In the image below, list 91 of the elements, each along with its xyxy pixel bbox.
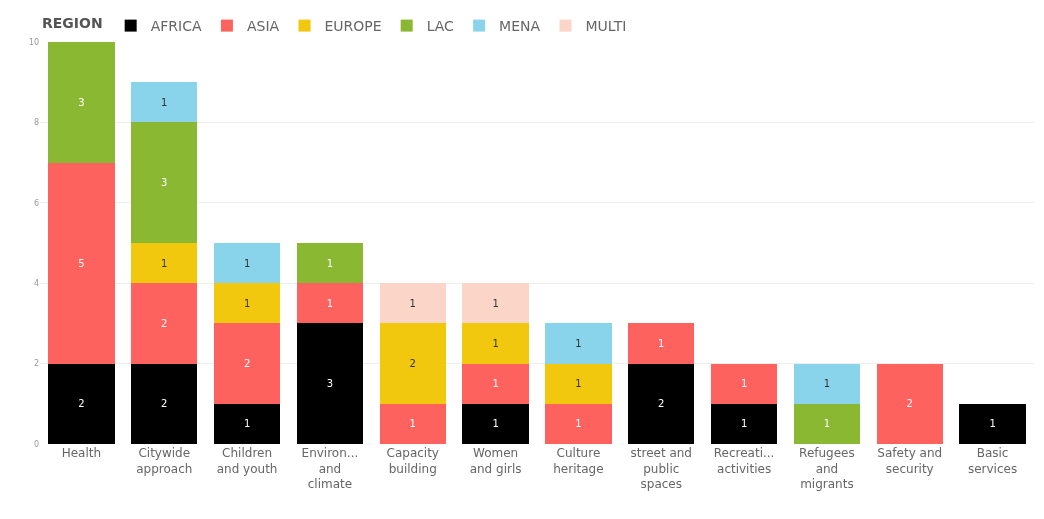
data-label: 2 bbox=[243, 358, 251, 370]
bar bbox=[213, 323, 281, 404]
data-label: 1 bbox=[243, 257, 251, 269]
bar bbox=[131, 82, 198, 123]
legend-label: LAC bbox=[426, 18, 455, 35]
bar bbox=[48, 42, 115, 163]
data-label: 1 bbox=[243, 418, 251, 430]
y-tick-label: 0 bbox=[33, 439, 39, 449]
legend-label: AFRICA bbox=[150, 18, 202, 35]
legend-title: REGION bbox=[42, 15, 103, 32]
data-label: 1 bbox=[409, 418, 416, 430]
x-tick-label: Health bbox=[61, 446, 102, 460]
y-tick-label: 8 bbox=[33, 118, 39, 128]
bar bbox=[296, 243, 364, 284]
data-label: 1 bbox=[740, 418, 748, 430]
legend-label: MULTI bbox=[585, 18, 627, 35]
x-tick-label: Women and girls bbox=[469, 446, 522, 476]
bar bbox=[379, 403, 446, 444]
bar bbox=[296, 323, 364, 444]
data-label: 1 bbox=[823, 418, 831, 430]
x-tick-label: Citywide approach bbox=[136, 446, 193, 476]
bar bbox=[793, 403, 861, 444]
y-tick-label: 4 bbox=[33, 279, 39, 288]
x-tick-label: Safety and security bbox=[877, 446, 943, 476]
x-tick-label: Capacity building bbox=[386, 446, 439, 476]
bar bbox=[710, 363, 778, 404]
bar bbox=[131, 243, 198, 284]
data-label: 2 bbox=[409, 358, 416, 370]
data-label: 3 bbox=[161, 177, 168, 189]
bar bbox=[213, 403, 281, 444]
bar bbox=[462, 283, 529, 324]
data-label: 2 bbox=[658, 398, 665, 410]
bar bbox=[876, 363, 943, 444]
bar bbox=[48, 162, 115, 364]
data-label: 3 bbox=[78, 96, 85, 108]
data-label: 1 bbox=[492, 338, 499, 349]
legend-label: MENA bbox=[499, 18, 541, 35]
data-label: 1 bbox=[243, 297, 251, 309]
bar bbox=[462, 403, 529, 444]
bar bbox=[213, 243, 281, 284]
data-label: 1 bbox=[326, 257, 334, 269]
bar bbox=[545, 323, 612, 364]
y-tick-label: 6 bbox=[33, 198, 39, 208]
data-label: 1 bbox=[658, 338, 665, 349]
data-label: 1 bbox=[575, 418, 582, 430]
bar bbox=[793, 363, 861, 404]
data-label: 1 bbox=[740, 378, 748, 390]
data-label: 1 bbox=[409, 297, 416, 309]
bar bbox=[131, 283, 198, 364]
x-tick-label: Culture heritage bbox=[553, 446, 604, 476]
data-label: 1 bbox=[161, 257, 168, 269]
bar bbox=[379, 323, 446, 404]
data-label: 3 bbox=[326, 378, 334, 390]
bar bbox=[379, 283, 446, 324]
bar bbox=[710, 403, 778, 444]
bar bbox=[545, 403, 612, 444]
x-tick-label: street and public spaces bbox=[630, 446, 692, 492]
data-label: 2 bbox=[906, 398, 913, 410]
bar bbox=[628, 363, 695, 444]
data-label: 2 bbox=[78, 398, 85, 410]
x-tick-label: Environ... and climate bbox=[301, 446, 359, 492]
x-tick-label: Basic services bbox=[967, 446, 1018, 476]
legend-label: EUROPE bbox=[324, 18, 382, 35]
data-label: 1 bbox=[575, 338, 582, 349]
data-label: 1 bbox=[492, 378, 499, 390]
bar bbox=[545, 363, 612, 404]
x-tick-label: Recreati... activities bbox=[713, 446, 775, 476]
bar bbox=[296, 283, 364, 324]
data-label: 2 bbox=[161, 317, 168, 329]
bar bbox=[131, 363, 198, 444]
bar bbox=[462, 323, 529, 364]
data-label: 1 bbox=[161, 96, 168, 108]
data-label: 1 bbox=[823, 378, 831, 390]
data-label: 1 bbox=[492, 297, 499, 309]
y-tick-label: 2 bbox=[33, 359, 39, 369]
data-label: 1 bbox=[989, 418, 996, 430]
x-tick-label: Children and youth bbox=[216, 446, 278, 476]
data-label: 1 bbox=[575, 378, 582, 390]
legend-label: ASIA bbox=[246, 18, 280, 35]
data-label: 5 bbox=[78, 257, 85, 269]
bar bbox=[213, 283, 281, 324]
bar bbox=[959, 403, 1026, 444]
data-label: 2 bbox=[161, 398, 168, 410]
bar bbox=[131, 122, 198, 243]
bar bbox=[462, 363, 529, 404]
bar bbox=[628, 323, 695, 364]
data-label: 1 bbox=[492, 418, 499, 430]
y-tick-label: 10 bbox=[28, 37, 39, 47]
x-tick-label: Refugees and migrants bbox=[799, 446, 855, 492]
data-label: 1 bbox=[326, 297, 334, 309]
bar bbox=[48, 363, 115, 444]
